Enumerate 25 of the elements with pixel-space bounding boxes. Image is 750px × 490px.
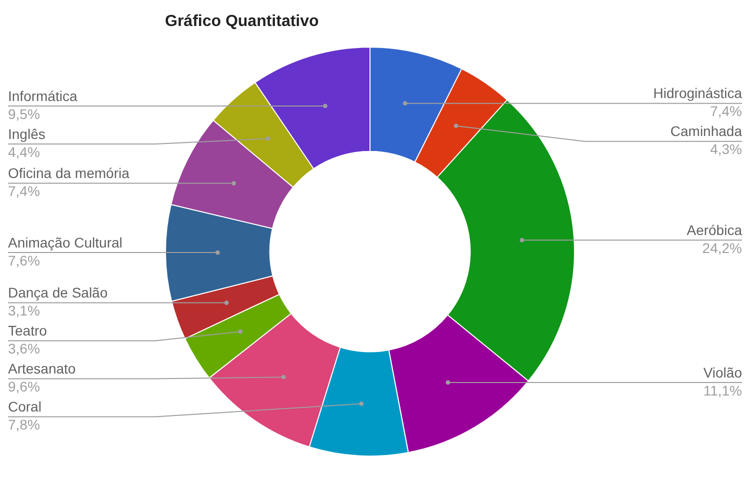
data-label: 3,1%	[8, 302, 40, 319]
data-label: 7,6%	[8, 252, 40, 268]
slice-label: Caminhada	[670, 123, 742, 140]
data-label: 4,3%	[710, 141, 742, 158]
chart-title: Gráfico Quantitativo	[165, 13, 320, 30]
slice-label: Oficina da memória	[8, 165, 130, 182]
slice-label: Artesanato	[8, 360, 76, 377]
slice-label: Coral	[8, 398, 42, 415]
data-label: 7,4%	[710, 103, 742, 120]
data-label: 9,5%	[8, 106, 40, 122]
data-label: 9,6%	[8, 378, 40, 395]
slice-label: Violão	[703, 364, 742, 380]
slice-label: Dança de Salão	[8, 284, 108, 301]
data-label: 4,4%	[8, 144, 40, 160]
slice-label: Teatro	[8, 322, 48, 339]
data-label: 7,4%	[8, 183, 40, 200]
slice-label: Aeróbica	[686, 222, 742, 238]
slice-label: Informática	[8, 88, 78, 104]
data-label: 24,2%	[702, 240, 742, 256]
slice-label: Inglês	[8, 126, 46, 142]
data-label: 11,1%	[703, 382, 742, 398]
data-label: 7,8%	[8, 416, 40, 433]
data-label: 3,6%	[8, 340, 40, 357]
slice-label: Hidroginástica	[653, 85, 742, 102]
slice-label: Animação Cultural	[8, 234, 122, 250]
